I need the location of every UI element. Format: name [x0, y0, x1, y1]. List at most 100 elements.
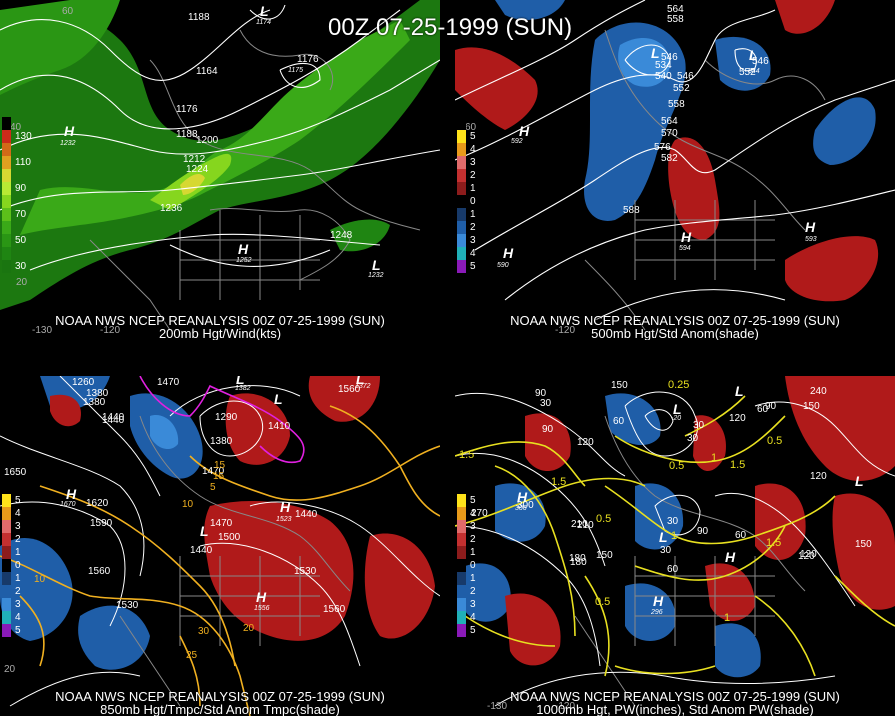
- legend-label: 1: [470, 182, 476, 194]
- legend-swatch: [2, 247, 11, 260]
- contour-label: 120: [798, 551, 815, 562]
- page-title: 00Z 07-25-1999 (SUN): [328, 14, 573, 41]
- legend-entry: [2, 143, 32, 156]
- legend-entry: 2: [2, 533, 21, 546]
- positive-anomaly-ne: [775, 0, 835, 34]
- freezing-line: [139, 376, 305, 464]
- center-value-label: 1523: [276, 516, 292, 523]
- legend-entry: 30: [2, 260, 32, 273]
- lon-label: -120: [555, 701, 575, 712]
- legend-label: 2: [470, 221, 476, 233]
- high-pressure-marker: H: [238, 241, 249, 257]
- contour-label: 120: [810, 471, 827, 482]
- contour-label: 1440: [102, 415, 125, 426]
- legend-swatch: [457, 260, 466, 273]
- legend-entry: 5: [457, 130, 476, 143]
- contour-label: 1176: [176, 104, 198, 115]
- jet-green-right: [330, 219, 390, 252]
- legend-label: 2: [470, 169, 476, 181]
- center-value-label: 1670: [60, 501, 76, 508]
- grid-labels: 60 -120: [465, 122, 575, 336]
- legend-entry: 5: [457, 260, 476, 273]
- pw-label: 0.5: [767, 435, 782, 447]
- legend-label: 5: [470, 130, 476, 142]
- contour-label: 60: [667, 564, 679, 575]
- positive-anomaly-n: [225, 393, 290, 465]
- legend-swatch: [457, 624, 466, 637]
- pw-label: 1.5: [766, 537, 781, 549]
- legend-label: 50: [15, 234, 27, 246]
- low-pressure-marker: L: [260, 3, 269, 19]
- legend-label: 1: [470, 572, 476, 584]
- legend-label: 1: [470, 208, 476, 220]
- grid-labels: 20: [4, 664, 16, 675]
- contour-label: 1440: [190, 545, 213, 556]
- legend-label: 1: [470, 546, 476, 558]
- negative-anomaly-east: [813, 97, 876, 165]
- contour-label: 564: [667, 4, 684, 15]
- contour-label: 570: [661, 128, 678, 139]
- contour-label: 1380: [83, 397, 106, 408]
- center-value-label: 1232: [60, 140, 76, 147]
- legend-swatch: [457, 520, 466, 533]
- legend-entry: 2: [457, 585, 476, 598]
- center-value-label: 590: [497, 262, 509, 269]
- contour-label: 1248: [330, 230, 353, 241]
- map-200mb: 1188 1164 1176 1176 1188 1200 1212 1224 …: [0, 0, 440, 336]
- pw-label: 1.5: [730, 459, 745, 471]
- legend-swatch: [2, 117, 11, 130]
- contour-label: 1176: [297, 54, 319, 65]
- pw-label: 1.5: [551, 476, 566, 488]
- legend-entry: 3: [457, 156, 476, 169]
- low-pressure-marker: L: [735, 383, 744, 399]
- legend-entry: 1: [2, 572, 21, 585]
- legend-entry: [457, 117, 476, 130]
- panel-source-caption: NOAA NWS NCEP REANALYSIS 00Z 07-25-1999 …: [510, 689, 840, 704]
- center-value-label: 544: [748, 68, 760, 75]
- panel-variable-caption: 1000mb Hgt, PW(inches), Std Anom PW(shad…: [536, 702, 814, 716]
- legend-label: 4: [470, 143, 476, 155]
- contour-label: 1560: [88, 566, 111, 577]
- legend-swatch: [457, 533, 466, 546]
- legend-entry: 3: [2, 520, 21, 533]
- contour-label: 1188: [176, 129, 198, 140]
- legend-swatch: [457, 546, 466, 559]
- high-pressure-marker: H: [681, 229, 692, 245]
- pw-label: 0.5: [596, 513, 611, 525]
- low-pressure-marker: L: [236, 376, 245, 387]
- contour-label: 150: [803, 401, 820, 412]
- contour-label: 1440: [102, 412, 125, 423]
- legend-label: 1: [15, 572, 21, 584]
- center-value-label: 1175: [288, 67, 303, 74]
- legend-entry: 1: [457, 546, 476, 559]
- contour-label: 1530: [116, 600, 139, 611]
- contour-label: 1470: [210, 518, 233, 529]
- legend-label: 5: [470, 260, 476, 272]
- legend-label: 110: [15, 156, 31, 168]
- legend-entry: [2, 117, 32, 130]
- positive-anomaly-e: [364, 533, 435, 639]
- legend-label: 2: [15, 585, 21, 597]
- legend-entry: 1: [457, 208, 476, 221]
- legend-entry: 2: [457, 221, 476, 234]
- low-pressure-marker: L: [855, 473, 864, 489]
- positive-anomaly-ne: [308, 376, 380, 422]
- contour-label: 30: [687, 433, 699, 444]
- legend-swatch: [457, 247, 466, 260]
- panel-variable-caption: 500mb Hgt/Std Anom(shade): [591, 326, 759, 340]
- contour-label: 558: [667, 14, 684, 25]
- legend-swatch: [2, 546, 11, 559]
- legend-entry: [2, 247, 32, 260]
- legend-entry: 5: [457, 494, 476, 507]
- pw-label: 0.5: [669, 460, 684, 472]
- contour-label: 558: [668, 99, 685, 110]
- legend-entry: [2, 221, 32, 234]
- map-850mb: 1470 1380 1440 1290 1380 1410 1470 1560 …: [0, 376, 440, 716]
- legend-entry: 4: [457, 143, 476, 156]
- low-pressure-marker: L: [659, 529, 668, 545]
- contour-label: 1260: [72, 377, 95, 388]
- legend-swatch: [2, 208, 11, 221]
- legend-swatch: [2, 182, 11, 195]
